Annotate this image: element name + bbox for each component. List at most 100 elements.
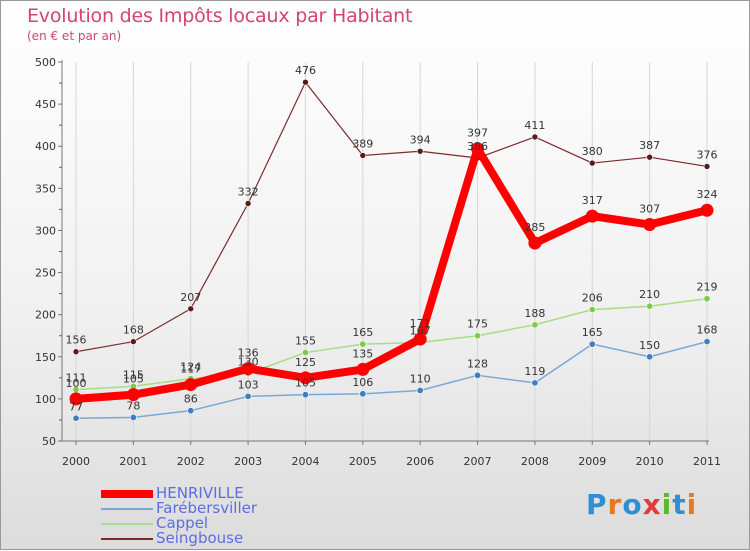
data-label-henriville-2007: 397 [467,127,488,140]
point-seingbouse-2000 [72,348,80,356]
legend-swatch-far-bersviller [101,508,153,510]
data-label-cappel-2001: 115 [123,368,144,381]
y-tick-label-200: 200 [35,309,56,322]
data-label-cappel-2009: 206 [582,292,603,305]
data-label-seingbouse-2011: 376 [697,148,718,161]
logo-letter: x [642,488,662,521]
data-label-cappel-2010: 210 [639,288,660,301]
point-seingbouse-2008 [531,133,539,141]
point-cappel-2005 [359,340,367,348]
point-henriville-2004 [298,371,312,385]
series-line-henriville [72,144,711,403]
point-seingbouse-2006 [416,147,424,155]
y-tick-label-300: 300 [35,224,56,237]
data-label-far-bersviller-2002: 86 [184,393,198,406]
proxiti-logo: Proxiti [586,488,697,521]
data-label-henriville-2003: 136 [238,347,259,360]
point-cappel-2004 [301,349,309,357]
point-cappel-2010 [646,302,654,310]
legend-label-cappel: Cappel [156,514,209,532]
x-tick-label-2008: 2008 [521,455,549,468]
legend-label-far-bersviller: Farébersviller [156,499,258,517]
x-tick-label-2005: 2005 [349,455,377,468]
data-label-henriville-2011: 324 [697,188,718,201]
point-far-bersviller-2011 [703,338,711,346]
point-far-bersviller-2002 [187,407,195,415]
x-tick-label-2001: 2001 [119,455,147,468]
point-cappel-2008 [531,321,539,329]
point-henriville-2000 [69,392,83,406]
data-label-seingbouse-2001: 168 [123,324,144,337]
legend-swatch-cappel [101,523,153,525]
data-label-far-bersviller-2004: 105 [295,377,316,390]
data-label-cappel-2008: 188 [524,307,545,320]
y-tick-label-100: 100 [35,393,56,406]
data-label-far-bersviller-2010: 150 [639,339,660,352]
data-label-seingbouse-2003: 332 [238,185,259,198]
point-seingbouse-2003 [244,200,252,207]
point-seingbouse-2009 [588,159,596,167]
series-line-seingbouse [75,81,708,353]
chart-subtitle: (en € et par an) [27,29,122,43]
x-tick-label-2009: 2009 [578,455,606,468]
point-seingbouse-2011 [703,163,711,170]
point-seingbouse-2001 [130,338,137,345]
x-tick-label-2011: 2011 [693,455,721,468]
point-henriville-2008 [528,236,542,250]
data-label-seingbouse-2004: 476 [295,64,316,77]
point-far-bersviller-2009 [588,340,596,348]
point-henriville-2009 [585,209,599,223]
data-label-far-bersviller-2009: 165 [582,326,603,339]
point-henriville-2002 [184,378,198,392]
point-far-bersviller-2003 [244,392,252,400]
point-far-bersviller-2001 [129,413,137,421]
data-label-cappel-2003: 130 [238,356,259,369]
point-far-bersviller-2008 [531,379,539,387]
data-label-seingbouse-2008: 411 [524,119,545,132]
y-tick-label-450: 450 [35,98,56,111]
point-far-bersviller-2004 [301,391,309,399]
y-tick-label-400: 400 [35,140,56,153]
x-tick-label-2007: 2007 [464,455,492,468]
data-label-seingbouse-2005: 389 [352,137,373,150]
logo-letter: r [607,488,623,521]
logo-letter: o [622,488,643,521]
data-label-henriville-2002: 117 [180,363,201,376]
data-label-far-bersviller-2003: 103 [238,378,259,391]
data-label-seingbouse-2002: 207 [180,291,201,304]
data-label-far-bersviller-2008: 119 [524,365,545,378]
point-cappel-2007 [474,332,482,340]
data-label-far-bersviller-2000: 77 [69,400,83,413]
data-label-henriville-2001: 105 [123,373,144,386]
y-tick-label-500: 500 [35,56,56,69]
point-cappel-2009 [588,306,596,314]
point-far-bersviller-2000 [72,414,80,422]
y-tick-label-150: 150 [35,351,56,364]
data-label-henriville-2010: 307 [639,203,660,216]
y-tick-label-50: 50 [42,435,56,448]
logo-letter: i [661,488,673,521]
point-seingbouse-2005 [359,152,367,159]
point-henriville-2001 [126,388,140,402]
data-label-seingbouse-2006: 394 [410,133,431,146]
point-cappel-2011 [703,295,711,303]
legend-label-seingbouse: Seingbouse [156,529,244,547]
point-far-bersviller-2006 [416,386,424,394]
data-label-far-bersviller-2006: 110 [410,372,431,385]
point-seingbouse-2010 [646,153,653,161]
data-label-seingbouse-2009: 380 [582,145,603,158]
point-far-bersviller-2005 [359,390,367,398]
x-tick-label-2004: 2004 [291,455,319,468]
y-tick-label-350: 350 [35,182,56,195]
chart-title: Evolution des Impôts locaux par Habitant [27,5,413,27]
series-line-far-bersviller [75,340,708,420]
data-label-cappel-2007: 175 [467,318,488,331]
data-label-henriville-2004: 125 [295,356,316,369]
x-tick-label-2000: 2000 [62,455,90,468]
legend-swatch-seingbouse [101,538,153,540]
point-far-bersviller-2007 [474,371,482,379]
logo-letter: P [586,488,608,521]
data-label-cappel-2005: 165 [352,326,373,339]
data-label-henriville-2006: 171 [410,317,431,330]
